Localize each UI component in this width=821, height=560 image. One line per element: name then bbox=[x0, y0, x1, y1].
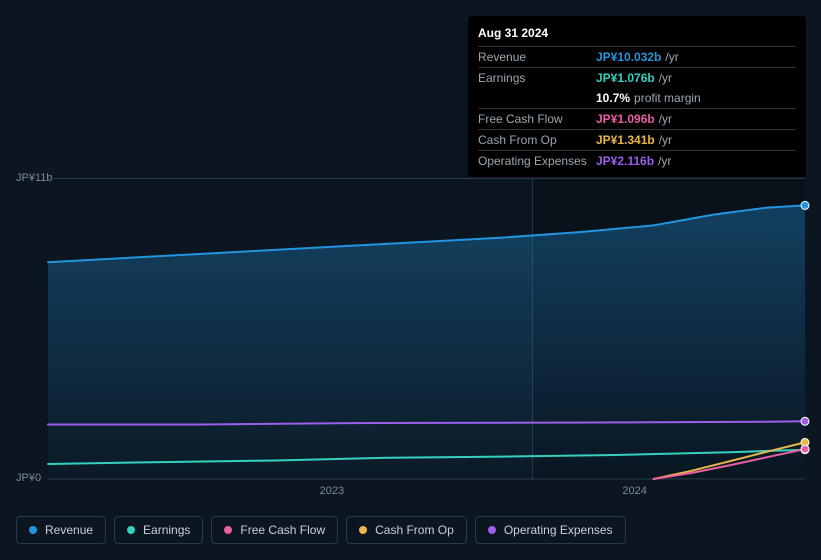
tooltip-metric-value: 10.7% bbox=[596, 91, 630, 105]
tooltip-metric-label: Free Cash Flow bbox=[478, 111, 596, 127]
tooltip-row: EarningsJP¥1.076b/yr bbox=[478, 67, 796, 88]
tooltip-row: 10.7% profit margin bbox=[478, 88, 796, 108]
tooltip-metric-value: JP¥1.076b bbox=[596, 71, 655, 85]
tooltip-metric-suffix: /yr bbox=[665, 50, 678, 64]
tooltip-metric-suffix: /yr bbox=[658, 154, 671, 168]
tooltip-metric-value: JP¥2.116b bbox=[596, 154, 654, 168]
tooltip-metric-label bbox=[478, 90, 596, 106]
tooltip-metric-value: JP¥10.032b bbox=[596, 50, 661, 64]
tooltip-metric-value: JP¥1.096b bbox=[596, 112, 655, 126]
legend-dot-icon bbox=[224, 526, 232, 534]
legend-dot-icon bbox=[359, 526, 367, 534]
legend-item-cashop[interactable]: Cash From Op bbox=[346, 516, 467, 544]
tooltip-metric-suffix: /yr bbox=[659, 71, 672, 85]
tooltip-metric-suffix: /yr bbox=[659, 133, 672, 147]
tooltip-metric-label: Earnings bbox=[478, 70, 596, 86]
legend-label: Cash From Op bbox=[375, 523, 454, 537]
tooltip-rows: RevenueJP¥10.032b/yrEarningsJP¥1.076b/yr… bbox=[478, 46, 796, 171]
plot-area[interactable] bbox=[48, 178, 805, 478]
financials-chart: JP¥11b JP¥0 20232024 bbox=[16, 160, 805, 505]
legend-item-earnings[interactable]: Earnings bbox=[114, 516, 203, 544]
tooltip-row: RevenueJP¥10.032b/yr bbox=[478, 46, 796, 67]
legend-item-fcf[interactable]: Free Cash Flow bbox=[211, 516, 338, 544]
chart-svg bbox=[48, 179, 805, 479]
tooltip-metric-label: Operating Expenses bbox=[478, 153, 596, 169]
x-axis-label: 2024 bbox=[622, 485, 646, 497]
chart-container: { "colors": { "background": "#0b1620", "… bbox=[0, 0, 821, 560]
legend-label: Revenue bbox=[45, 523, 93, 537]
legend-label: Free Cash Flow bbox=[240, 523, 325, 537]
tooltip-metric-label: Cash From Op bbox=[478, 132, 596, 148]
tooltip-metric-suffix: /yr bbox=[659, 112, 672, 126]
tooltip-date-title: Aug 31 2024 bbox=[478, 22, 796, 46]
tooltip-row: Free Cash FlowJP¥1.096b/yr bbox=[478, 108, 796, 129]
legend-item-opex[interactable]: Operating Expenses bbox=[475, 516, 626, 544]
legend-dot-icon bbox=[127, 526, 135, 534]
tooltip-metric-value: JP¥1.341b bbox=[596, 133, 655, 147]
tooltip-metric-suffix: profit margin bbox=[634, 91, 701, 105]
tooltip-metric-label: Revenue bbox=[478, 49, 596, 65]
legend-dot-icon bbox=[488, 526, 496, 534]
chart-tooltip: Aug 31 2024 RevenueJP¥10.032b/yrEarnings… bbox=[468, 16, 806, 177]
x-axis-label: 2023 bbox=[320, 485, 344, 497]
legend-dot-icon bbox=[29, 526, 37, 534]
legend-item-revenue[interactable]: Revenue bbox=[16, 516, 106, 544]
legend-label: Earnings bbox=[143, 523, 190, 537]
legend-label: Operating Expenses bbox=[504, 523, 613, 537]
tooltip-row: Operating ExpensesJP¥2.116b/yr bbox=[478, 150, 796, 171]
chart-legend: Revenue Earnings Free Cash Flow Cash From O… bbox=[16, 516, 626, 544]
tooltip-row: Cash From OpJP¥1.341b/yr bbox=[478, 129, 796, 150]
